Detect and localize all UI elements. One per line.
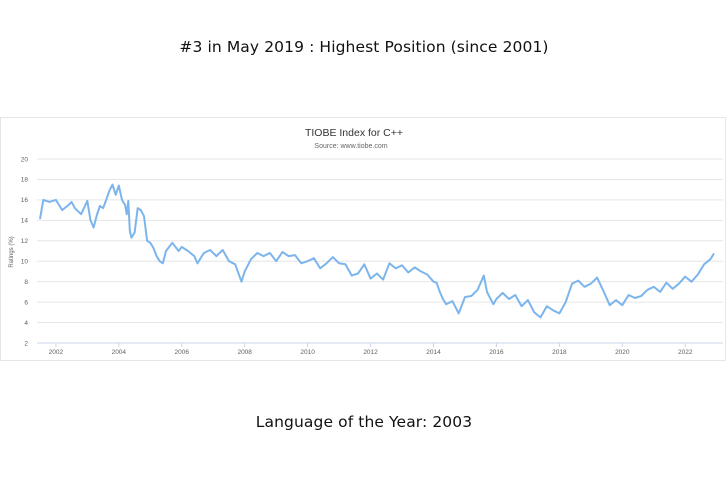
x-tick-label: 2014	[426, 349, 441, 356]
chart-subtitle: Source: www.tiobe.com	[314, 143, 387, 150]
x-tick-label: 2010	[300, 349, 315, 356]
y-tick-label: 18	[21, 177, 29, 184]
y-tick-label: 14	[21, 218, 29, 225]
headline-language-of-year: Language of the Year: 2003	[255, 413, 473, 431]
y-axis-ticks: 2 4 6 8 10 12 14 16 18 20	[21, 156, 29, 347]
y-tick-label: 20	[21, 156, 29, 163]
series-layer	[39, 183, 715, 319]
x-tick-label: 2004	[112, 349, 127, 356]
x-tick-label: 2008	[237, 349, 252, 356]
x-tick-label: 2022	[678, 349, 693, 356]
x-tick-label: 2002	[49, 349, 64, 356]
y-tick-label: 16	[21, 197, 29, 204]
y-tick-label: 8	[24, 279, 28, 286]
y-tick-label: 6	[24, 299, 28, 306]
x-axis-ticks: 2002 2004 2006 2008 2010 2012 2014 2016 2018 2020…	[37, 342, 723, 356]
x-tick-label: 2020	[615, 349, 630, 356]
y-tick-label: 2	[24, 340, 28, 347]
x-tick-label: 2012	[363, 349, 378, 356]
headline-highest-position: #3 in May 2019 : Highest Position (since…	[179, 38, 549, 56]
y-tick-label: 10	[21, 259, 29, 266]
x-tick-label: 2016	[489, 349, 504, 356]
chart-panel: TIOBE Index for C++ Source: www.tiobe.co…	[0, 117, 726, 361]
tiobe-line-chart: TIOBE Index for C++ Source: www.tiobe.co…	[9, 127, 723, 356]
y-tick-label: 12	[21, 238, 29, 245]
x-tick-label: 2018	[552, 349, 567, 356]
series-line-cpp	[39, 183, 715, 319]
y-axis-title: Ratings (%)	[9, 236, 15, 267]
chart-title: TIOBE Index for C++	[305, 127, 403, 139]
y-tick-label: 4	[24, 320, 28, 327]
gridlines	[37, 158, 723, 344]
x-tick-label: 2006	[175, 349, 190, 356]
